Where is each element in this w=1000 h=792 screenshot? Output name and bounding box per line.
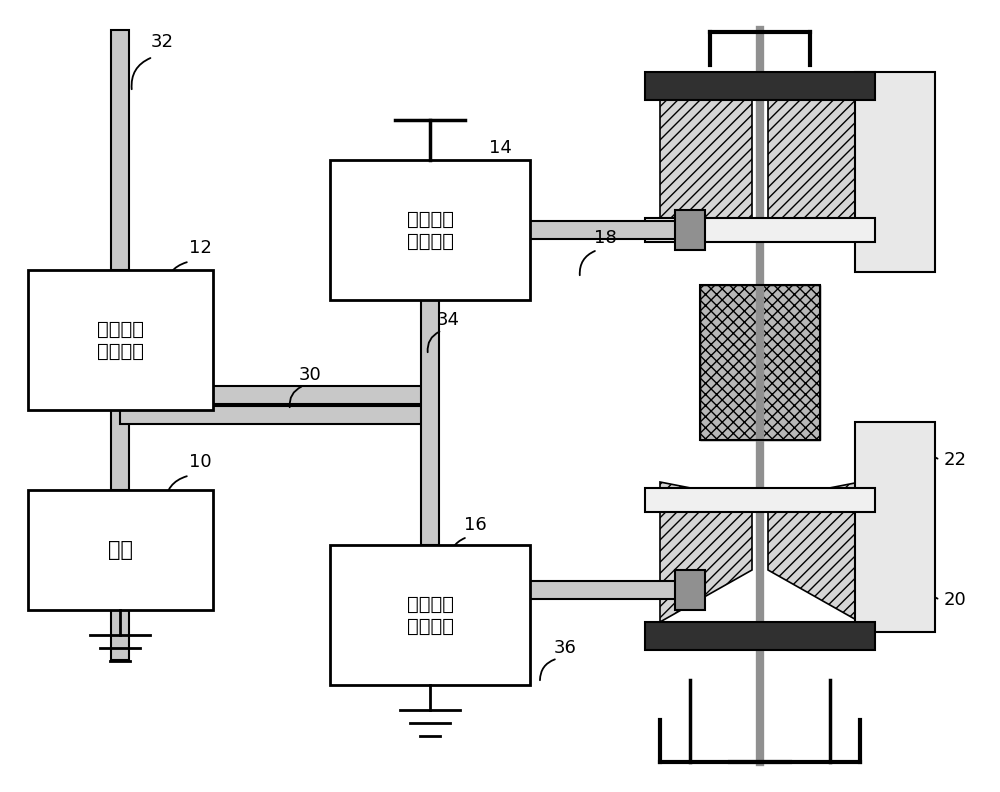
Text: 20: 20 <box>944 591 966 609</box>
Bar <box>330 545 530 685</box>
Bar <box>700 285 820 440</box>
Bar <box>855 72 935 272</box>
Bar <box>675 210 705 250</box>
Bar <box>28 270 213 410</box>
Bar <box>645 488 875 512</box>
Polygon shape <box>700 285 820 440</box>
Bar <box>28 490 213 610</box>
Text: 30: 30 <box>299 366 321 384</box>
Bar <box>645 72 875 100</box>
Text: 12: 12 <box>189 239 211 257</box>
Bar <box>530 581 680 599</box>
Polygon shape <box>768 482 860 622</box>
Bar <box>120 386 430 404</box>
Bar <box>330 160 530 300</box>
Bar <box>675 570 705 610</box>
Bar <box>645 622 875 650</box>
Bar <box>111 610 129 660</box>
Bar <box>111 30 129 270</box>
Bar <box>530 221 680 239</box>
Text: 14: 14 <box>489 139 511 157</box>
Polygon shape <box>660 482 752 622</box>
Bar <box>645 218 875 242</box>
Text: 被动缸压
力控制阀: 被动缸压 力控制阀 <box>406 595 454 635</box>
Text: 主动缸压
力控制阀: 主动缸压 力控制阀 <box>406 210 454 250</box>
Bar <box>421 300 439 545</box>
Bar <box>855 422 935 632</box>
Text: 22: 22 <box>944 451 966 469</box>
Text: 34: 34 <box>436 311 460 329</box>
Text: 10: 10 <box>189 453 211 471</box>
Text: 主油路压
力控制阀: 主油路压 力控制阀 <box>97 319 144 360</box>
Text: 32: 32 <box>150 33 174 51</box>
Bar <box>120 406 430 424</box>
Text: 18: 18 <box>594 229 616 247</box>
Text: 36: 36 <box>554 639 576 657</box>
Bar <box>111 410 129 490</box>
Polygon shape <box>768 100 860 240</box>
Text: 16: 16 <box>464 516 486 534</box>
Polygon shape <box>660 100 752 240</box>
Text: 油泵: 油泵 <box>108 540 133 560</box>
